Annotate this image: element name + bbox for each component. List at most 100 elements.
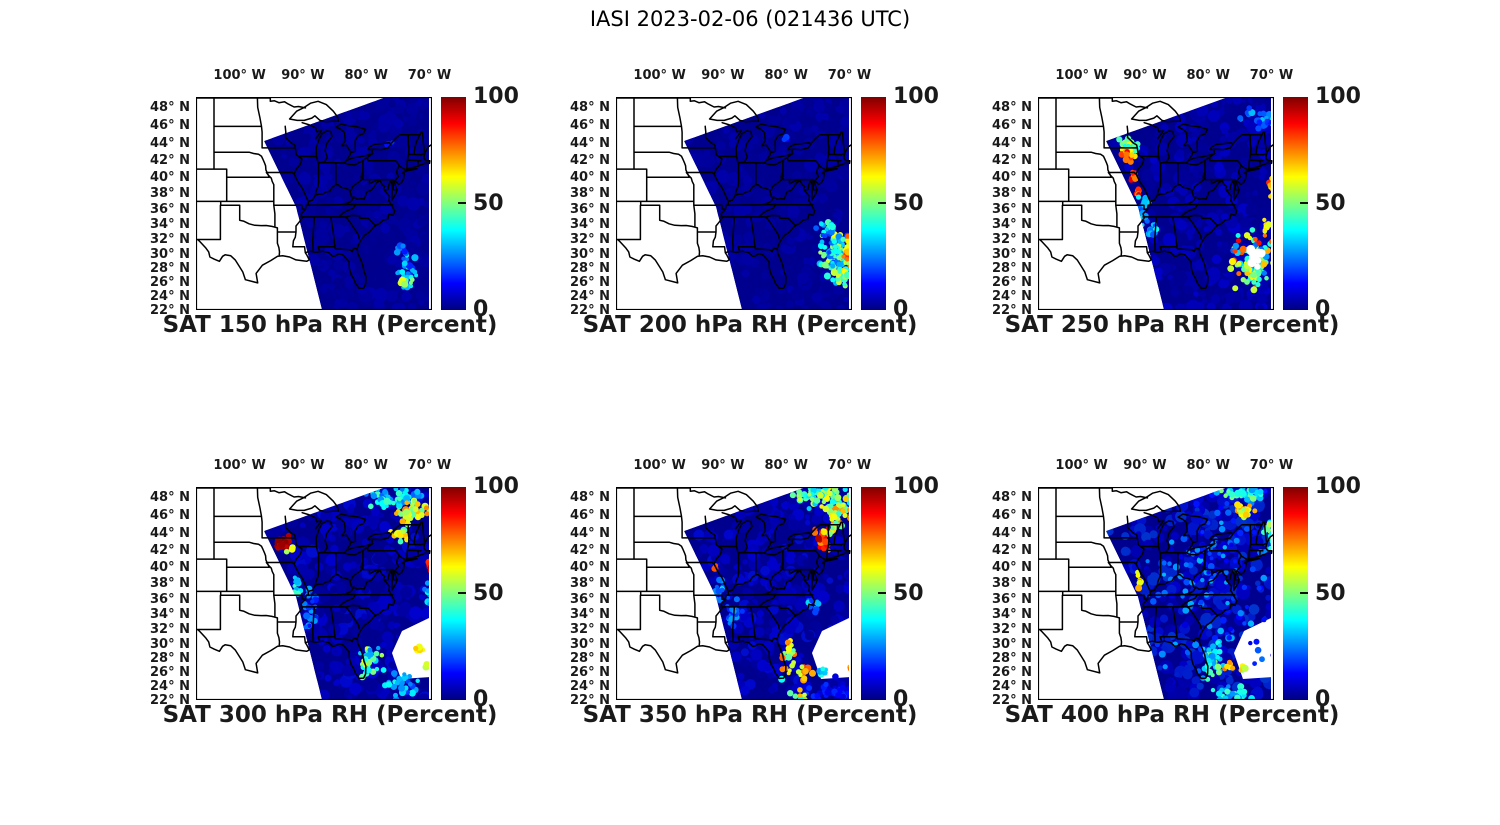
lat-tick-label: 34° N xyxy=(570,607,610,622)
rh-scatter xyxy=(781,133,849,289)
lat-tick-label: 32° N xyxy=(992,621,1032,637)
colorbar-tick-mark xyxy=(1300,592,1308,594)
map-frame xyxy=(616,487,852,700)
figure-title: IASI 2023-02-06 (021436 UTC) xyxy=(589,7,911,31)
lat-tick-label: 28° N xyxy=(992,260,1032,276)
lat-tick-label: 24° N xyxy=(150,678,190,694)
map-canvas xyxy=(616,97,852,310)
lat-tick-label: 28° N xyxy=(150,650,190,666)
map-panel: 100° W 90° W 80° W 70° W 48° N 46° N 44° N 42°… xyxy=(140,450,520,750)
lat-tick-label: 36° N xyxy=(570,201,610,217)
lat-tick-label: 46° N xyxy=(150,508,190,524)
colorbar-tick-label: 0 xyxy=(893,687,909,712)
colorbar-tick-label: 0 xyxy=(1315,297,1331,322)
lon-tick-label: 90° W xyxy=(701,68,745,83)
lon-tick-label: 90° W xyxy=(701,458,745,473)
lat-tick-label: 38° N xyxy=(992,185,1032,201)
lat-tick-label: 42° N xyxy=(150,153,190,169)
map-canvas xyxy=(1038,487,1274,700)
lat-tick-label: 38° N xyxy=(570,575,610,591)
map-canvas xyxy=(616,487,852,700)
panel-title: SAT 250 hPa RH (Percent) xyxy=(1004,312,1340,338)
lon-tick-label: 90° W xyxy=(281,68,325,83)
lat-tick-label: 48° N xyxy=(150,99,190,115)
lat-tick-label: 38° N xyxy=(150,575,190,591)
colorbar-tick-label: 100 xyxy=(473,84,519,109)
colorbar-tick-label: 100 xyxy=(1315,84,1361,109)
lat-tick-label: 28° N xyxy=(570,260,610,276)
lat-tick-label: 34° N xyxy=(150,217,190,232)
lat-tick-label: 30° N xyxy=(570,636,610,652)
lat-tick-label: 40° N xyxy=(570,559,610,575)
panel-title: SAT 150 hPa RH (Percent) xyxy=(162,312,498,338)
state-borders xyxy=(196,487,432,680)
lon-tick-label: 70° W xyxy=(1249,68,1294,83)
lat-tick-label: 32° N xyxy=(992,231,1032,247)
lat-tick-label: 36° N xyxy=(992,201,1032,217)
lat-tick-label: 42° N xyxy=(570,543,610,559)
map-frame xyxy=(616,97,852,310)
lon-tick-label: 70° W xyxy=(407,458,452,473)
lat-tick-label: 40° N xyxy=(992,559,1032,575)
map-panel: 100° W 90° W 80° W 70° W 48° N 46° N 44° N 42°… xyxy=(560,450,940,750)
lat-tick-label: 26° N xyxy=(150,665,190,681)
rh-scatter xyxy=(274,487,429,700)
state-borders xyxy=(616,487,852,680)
lon-tick-label: 90° W xyxy=(1123,68,1167,83)
lat-tick-label: 34° N xyxy=(150,607,190,622)
lat-tick-label: 38° N xyxy=(992,575,1032,591)
lat-tick-label: 42° N xyxy=(150,543,190,559)
lat-tick-label: 28° N xyxy=(570,650,610,666)
map-frame xyxy=(1038,487,1274,700)
lat-tick-label: 32° N xyxy=(570,231,610,247)
state-borders xyxy=(196,97,432,290)
lat-tick-label: 26° N xyxy=(570,665,610,681)
colorbar-tick-label: 100 xyxy=(473,474,519,499)
lon-tick-label: 80° W xyxy=(344,458,388,473)
state-borders xyxy=(616,97,852,290)
lat-tick-label: 24° N xyxy=(992,288,1032,304)
state-borders xyxy=(1038,97,1274,290)
colorbar-tick-label: 50 xyxy=(1315,580,1346,606)
lat-tick-label: 38° N xyxy=(150,185,190,201)
colorbar-tick-mark xyxy=(458,592,466,594)
lon-tick-label: 70° W xyxy=(827,68,872,83)
no-data-notch xyxy=(392,617,429,679)
colorbar-tick-label: 0 xyxy=(893,297,909,322)
lon-tick-label: 80° W xyxy=(764,68,808,83)
lon-tick-label: 100° W xyxy=(1055,458,1108,473)
lat-tick-label: 36° N xyxy=(150,591,190,607)
lat-tick-label: 32° N xyxy=(150,231,190,247)
colorbar-tick-label: 50 xyxy=(893,580,924,606)
colorbar-tick-label: 50 xyxy=(1315,190,1346,216)
lat-tick-label: 46° N xyxy=(992,508,1032,524)
lat-tick-label: 26° N xyxy=(150,275,190,291)
lat-tick-label: 42° N xyxy=(992,153,1032,169)
panel-title: SAT 400 hPa RH (Percent) xyxy=(1004,702,1340,728)
state-borders xyxy=(1038,487,1274,680)
map-panel: 100° W 90° W 80° W 70° W 48° N 46° N 44° N 42°… xyxy=(982,450,1362,750)
lat-tick-label: 46° N xyxy=(150,118,190,134)
lat-tick-label: 24° N xyxy=(992,678,1032,694)
lon-tick-label: 90° W xyxy=(1123,458,1167,473)
colorbar-tick-label: 50 xyxy=(473,190,504,216)
lon-tick-label: 80° W xyxy=(344,68,388,83)
lon-tick-label: 100° W xyxy=(213,68,266,83)
lat-tick-label: 48° N xyxy=(570,99,610,115)
lat-tick-label: 26° N xyxy=(992,275,1032,291)
map-frame xyxy=(196,487,432,700)
lat-tick-label: 34° N xyxy=(992,607,1032,622)
rh-swath xyxy=(264,487,429,700)
lat-tick-label: 46° N xyxy=(570,118,610,134)
lat-tick-label: 36° N xyxy=(570,591,610,607)
lat-tick-label: 30° N xyxy=(570,246,610,262)
lat-tick-label: 48° N xyxy=(150,489,190,505)
lat-tick-label: 30° N xyxy=(150,246,190,262)
lat-tick-label: 40° N xyxy=(150,169,190,185)
panel-title: SAT 200 hPa RH (Percent) xyxy=(582,312,918,338)
lat-tick-label: 42° N xyxy=(992,543,1032,559)
colorbar-tick-label: 0 xyxy=(473,297,489,322)
panel-title: SAT 350 hPa RH (Percent) xyxy=(582,702,918,728)
lat-tick-label: 44° N xyxy=(992,526,1032,542)
lon-tick-label: 100° W xyxy=(633,458,686,473)
